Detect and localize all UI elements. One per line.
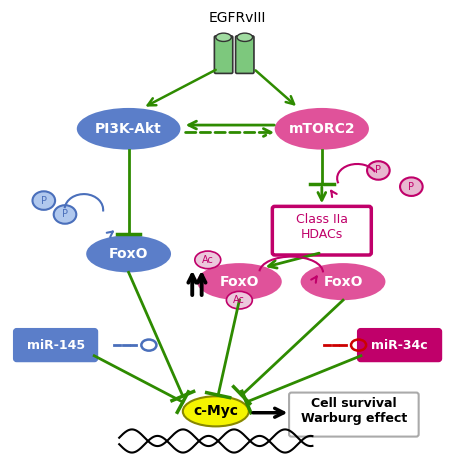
Text: Ac: Ac xyxy=(202,255,214,265)
Ellipse shape xyxy=(301,263,385,300)
Text: Ac: Ac xyxy=(233,295,245,305)
Ellipse shape xyxy=(54,205,76,224)
FancyBboxPatch shape xyxy=(358,329,441,361)
Text: P: P xyxy=(41,196,47,206)
Text: FoxO: FoxO xyxy=(219,274,259,288)
Text: miR-34c: miR-34c xyxy=(371,339,428,352)
FancyBboxPatch shape xyxy=(289,392,419,437)
Ellipse shape xyxy=(77,108,181,150)
Ellipse shape xyxy=(237,33,253,41)
Ellipse shape xyxy=(367,161,390,180)
Text: miR-145: miR-145 xyxy=(27,339,85,352)
Text: P: P xyxy=(62,210,68,219)
Text: P: P xyxy=(409,182,414,192)
FancyBboxPatch shape xyxy=(214,36,233,74)
Text: EGFRvIII: EGFRvIII xyxy=(208,11,266,25)
Ellipse shape xyxy=(227,291,252,309)
Text: Cell survival
Warburg effect: Cell survival Warburg effect xyxy=(301,397,407,425)
Ellipse shape xyxy=(195,251,221,269)
Text: PI3K-Akt: PI3K-Akt xyxy=(95,122,162,136)
Text: mTORC2: mTORC2 xyxy=(289,122,355,136)
Ellipse shape xyxy=(197,263,282,300)
Ellipse shape xyxy=(275,108,369,150)
FancyBboxPatch shape xyxy=(14,329,97,361)
Ellipse shape xyxy=(216,33,231,41)
Text: c-Myc: c-Myc xyxy=(193,404,238,418)
Ellipse shape xyxy=(400,178,423,196)
Ellipse shape xyxy=(86,235,171,272)
Text: P: P xyxy=(375,165,382,176)
FancyBboxPatch shape xyxy=(236,36,254,74)
Ellipse shape xyxy=(183,396,249,426)
Ellipse shape xyxy=(33,192,55,210)
FancyBboxPatch shape xyxy=(273,206,371,255)
Text: FoxO: FoxO xyxy=(323,274,363,288)
Text: Class IIa
HDACs: Class IIa HDACs xyxy=(296,213,348,241)
Text: FoxO: FoxO xyxy=(109,247,148,261)
